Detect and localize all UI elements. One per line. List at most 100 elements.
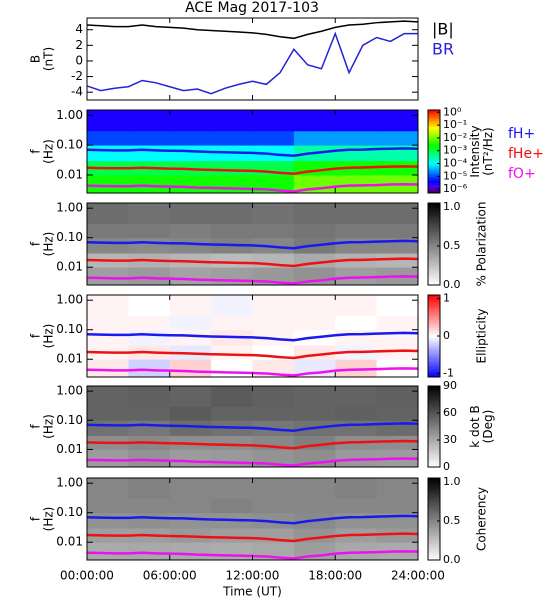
colorbar-swatch — [428, 426, 440, 429]
colorbar-swatch — [428, 166, 440, 169]
colorbar-swatch — [428, 170, 440, 173]
heatmap-cell — [335, 145, 378, 162]
heatmap-cell — [335, 542, 378, 561]
x-tick-label: 06:00:00 — [143, 569, 197, 583]
gyrofrequency-line — [86, 331, 419, 342]
gyrofrequency-line — [86, 532, 419, 543]
legend-entry: |B| — [432, 20, 454, 39]
heatmap-cell — [293, 203, 336, 225]
y-tick-label: 0.10 — [56, 505, 83, 519]
heatmap-cell — [87, 386, 129, 407]
y-tick-label: 0.10 — [56, 322, 83, 336]
heatmap-cell — [335, 512, 378, 529]
heatmap-cell — [211, 478, 253, 500]
y-axis-label: (Hz) — [42, 324, 56, 349]
heatmap-cell — [211, 528, 253, 543]
colorbar-tick-label: 10⁻⁶ — [443, 182, 468, 195]
y-axis-label: (Hz) — [42, 507, 56, 532]
colorbar-swatch — [428, 400, 440, 403]
colorbar-swatch — [428, 321, 440, 325]
colorbar-swatch — [428, 356, 440, 359]
heatmap-cell — [87, 420, 129, 436]
colorbar-swatch — [428, 486, 440, 489]
colorbar-swatch — [428, 527, 440, 530]
colorbar-swatch — [428, 325, 440, 329]
colorbar-swatch — [428, 523, 440, 526]
colorbar-swatch — [428, 514, 440, 518]
heatmap-cell — [293, 223, 336, 239]
colorbar-swatch — [428, 155, 440, 159]
colorbar-swatch — [428, 557, 440, 561]
colorbar-swatch — [428, 157, 440, 161]
colorbar-swatch — [428, 237, 440, 241]
colorbar-swatch — [428, 551, 440, 555]
panel: 0.0 0.5 1.0 Coherency 0.01 0.10 1.00 f (Hz) 00:00… — [29, 475, 489, 599]
heatmap-cell — [128, 295, 171, 317]
heatmap-cell — [252, 315, 295, 331]
heatmap-cell — [211, 203, 253, 225]
heatmap-cell — [87, 203, 129, 225]
heatmap-cell — [252, 498, 295, 514]
colorbar-frame — [427, 202, 441, 286]
colorbar-swatch — [428, 141, 440, 144]
colorbar-swatch — [428, 229, 440, 233]
colorbar-tick-label: 0 — [443, 460, 450, 473]
heatmap-cell — [376, 253, 419, 268]
y-tick-label: -4 — [71, 85, 83, 99]
heatmap-cell — [252, 223, 295, 239]
heatmap-cell — [376, 203, 419, 225]
colorbar-label: Intensity — [468, 125, 482, 177]
colorbar-swatch — [428, 456, 440, 460]
heatmap-cell — [87, 359, 129, 378]
colorbar-swatch — [428, 386, 440, 389]
heatmap-cell — [128, 175, 171, 194]
gyrofrequency-line — [86, 239, 419, 250]
colorbar-swatch — [428, 553, 440, 557]
colorbar-swatch — [428, 215, 440, 218]
colorbar-swatch — [428, 408, 440, 411]
colorbar-swatch — [428, 420, 440, 423]
heatmap-cell — [87, 449, 129, 468]
colorbar-swatch — [428, 342, 440, 345]
colorbar-swatch — [428, 462, 440, 466]
heatmap-cell — [211, 110, 253, 132]
colorbar-tick-label: 30 — [443, 433, 457, 446]
colorbar-swatch — [428, 412, 440, 415]
colorbar-swatch — [428, 239, 440, 243]
heatmap-cell — [128, 223, 171, 239]
y-tick-label: 0.01 — [56, 352, 83, 366]
colorbar-tick-label: 10⁰ — [443, 105, 462, 118]
colorbar-swatch — [428, 258, 440, 261]
colorbar-swatch — [428, 211, 440, 214]
colorbar-swatch — [428, 217, 440, 220]
y-tick-label: 4 — [75, 22, 83, 36]
gyrofrequency-line — [86, 439, 419, 450]
heatmap-cell — [87, 406, 129, 421]
heatmap-cell — [335, 478, 378, 500]
colorbar-tick-label: 0.5 — [443, 514, 461, 527]
heatmap-cell — [293, 110, 336, 132]
colorbar-swatch — [428, 180, 440, 184]
colorbar-swatch — [428, 424, 440, 427]
colorbar-swatch — [428, 159, 440, 163]
heatmap-cell — [252, 386, 295, 407]
colorbar-swatch — [428, 446, 440, 450]
colorbar-swatch — [428, 174, 440, 177]
colorbar-swatch — [428, 454, 440, 458]
heatmap-cell — [169, 145, 212, 162]
heatmap-cell — [169, 267, 212, 286]
heatmap-cell — [211, 542, 253, 561]
y-tick-label: 0.10 — [56, 413, 83, 427]
colorbar-swatch — [428, 262, 440, 265]
heatmap-cell — [169, 223, 212, 239]
heatmap-cell — [376, 315, 419, 331]
heatmap-cell — [87, 267, 129, 286]
heatmap-cell — [376, 110, 419, 132]
heatmap-cell — [211, 386, 253, 407]
colorbar-swatch — [428, 354, 440, 357]
y-tick-label: 0.01 — [56, 535, 83, 549]
y-tick-label: 1.00 — [56, 384, 83, 398]
colorbar-swatch — [428, 498, 440, 501]
colorbar-frame — [427, 477, 441, 561]
colorbar-swatch — [428, 543, 440, 547]
